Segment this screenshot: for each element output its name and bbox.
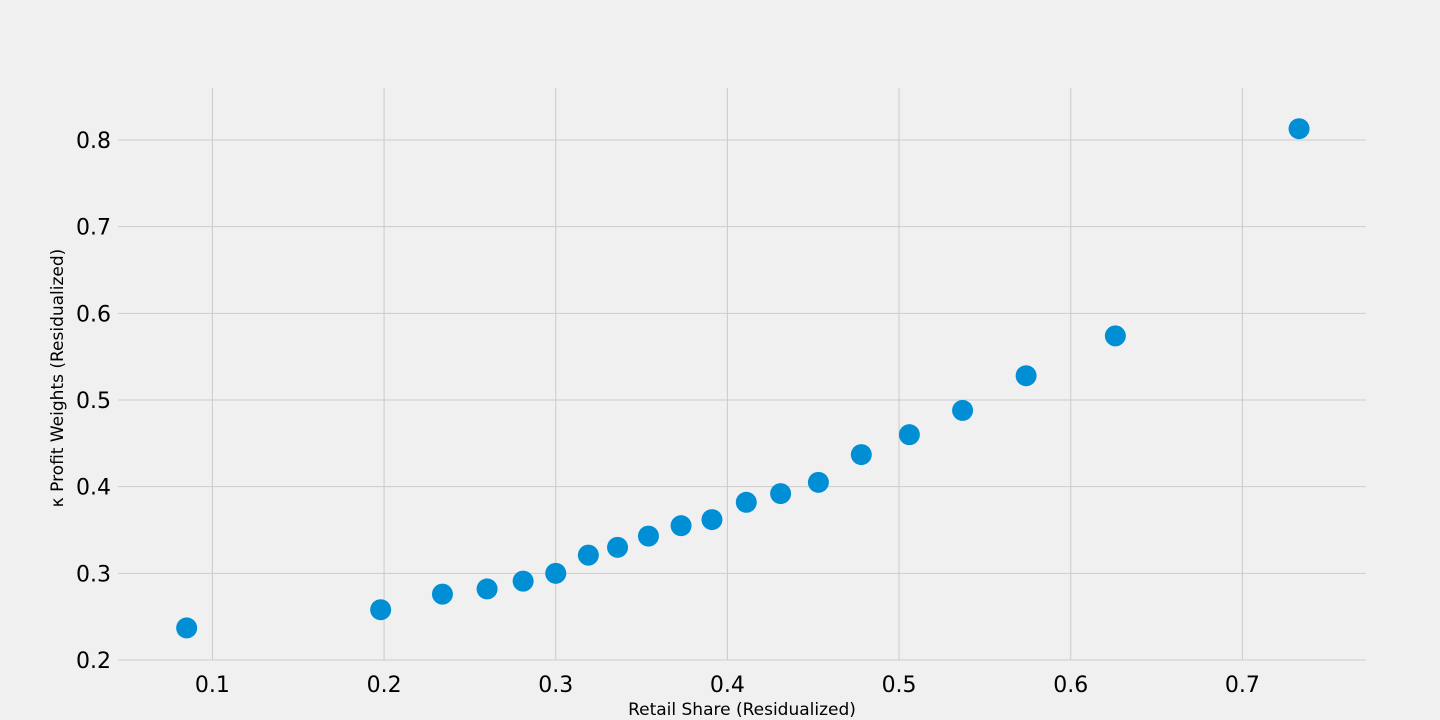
data-point <box>735 491 757 513</box>
x-tick-label: 0.1 <box>195 673 230 698</box>
x-tick-label: 0.3 <box>538 673 573 698</box>
data-point <box>850 444 872 466</box>
data-point <box>370 599 392 621</box>
data-point <box>607 536 629 558</box>
y-tick-label: 0.4 <box>76 476 111 501</box>
y-tick-label: 0.3 <box>76 562 111 587</box>
data-point <box>176 617 198 639</box>
x-tick-label: 0.2 <box>367 673 402 698</box>
data-point <box>898 424 920 446</box>
x-tick-label: 0.7 <box>1225 673 1260 698</box>
y-tick-label: 0.5 <box>76 389 111 414</box>
data-point <box>1288 118 1310 140</box>
data-point <box>431 583 453 605</box>
y-grid-lines <box>118 139 1366 661</box>
data-point <box>476 578 498 600</box>
data-points <box>176 118 1310 639</box>
data-point <box>512 570 534 592</box>
data-point <box>545 562 567 584</box>
x-tick-label: 0.5 <box>882 673 917 698</box>
x-tick-label: 0.6 <box>1053 673 1088 698</box>
data-point <box>1104 325 1126 347</box>
data-point <box>807 471 829 493</box>
y-tick-label: 0.8 <box>76 129 111 154</box>
data-point <box>577 544 599 566</box>
data-point <box>701 509 723 531</box>
x-tick-label: 0.4 <box>710 673 745 698</box>
y-tick-label: 0.6 <box>76 302 111 327</box>
y-tick-label: 0.2 <box>76 649 111 674</box>
data-point <box>952 399 974 421</box>
data-point <box>1015 365 1037 387</box>
data-point <box>770 483 792 505</box>
y-tick-label: 0.7 <box>76 216 111 241</box>
x-tick-labels: 0.1 0.2 0.3 0.4 0.5 0.6 0.7 <box>195 673 1260 698</box>
data-point <box>637 525 659 547</box>
y-tick-labels: 0.2 0.3 0.4 0.5 0.6 0.7 0.8 <box>76 129 111 674</box>
y-axis-label: κ Profit Weights (Residualized) <box>48 249 68 508</box>
x-grid-lines <box>211 88 1243 660</box>
data-point <box>670 515 692 537</box>
x-axis-label: Retail Share (Residualized) <box>628 700 856 720</box>
